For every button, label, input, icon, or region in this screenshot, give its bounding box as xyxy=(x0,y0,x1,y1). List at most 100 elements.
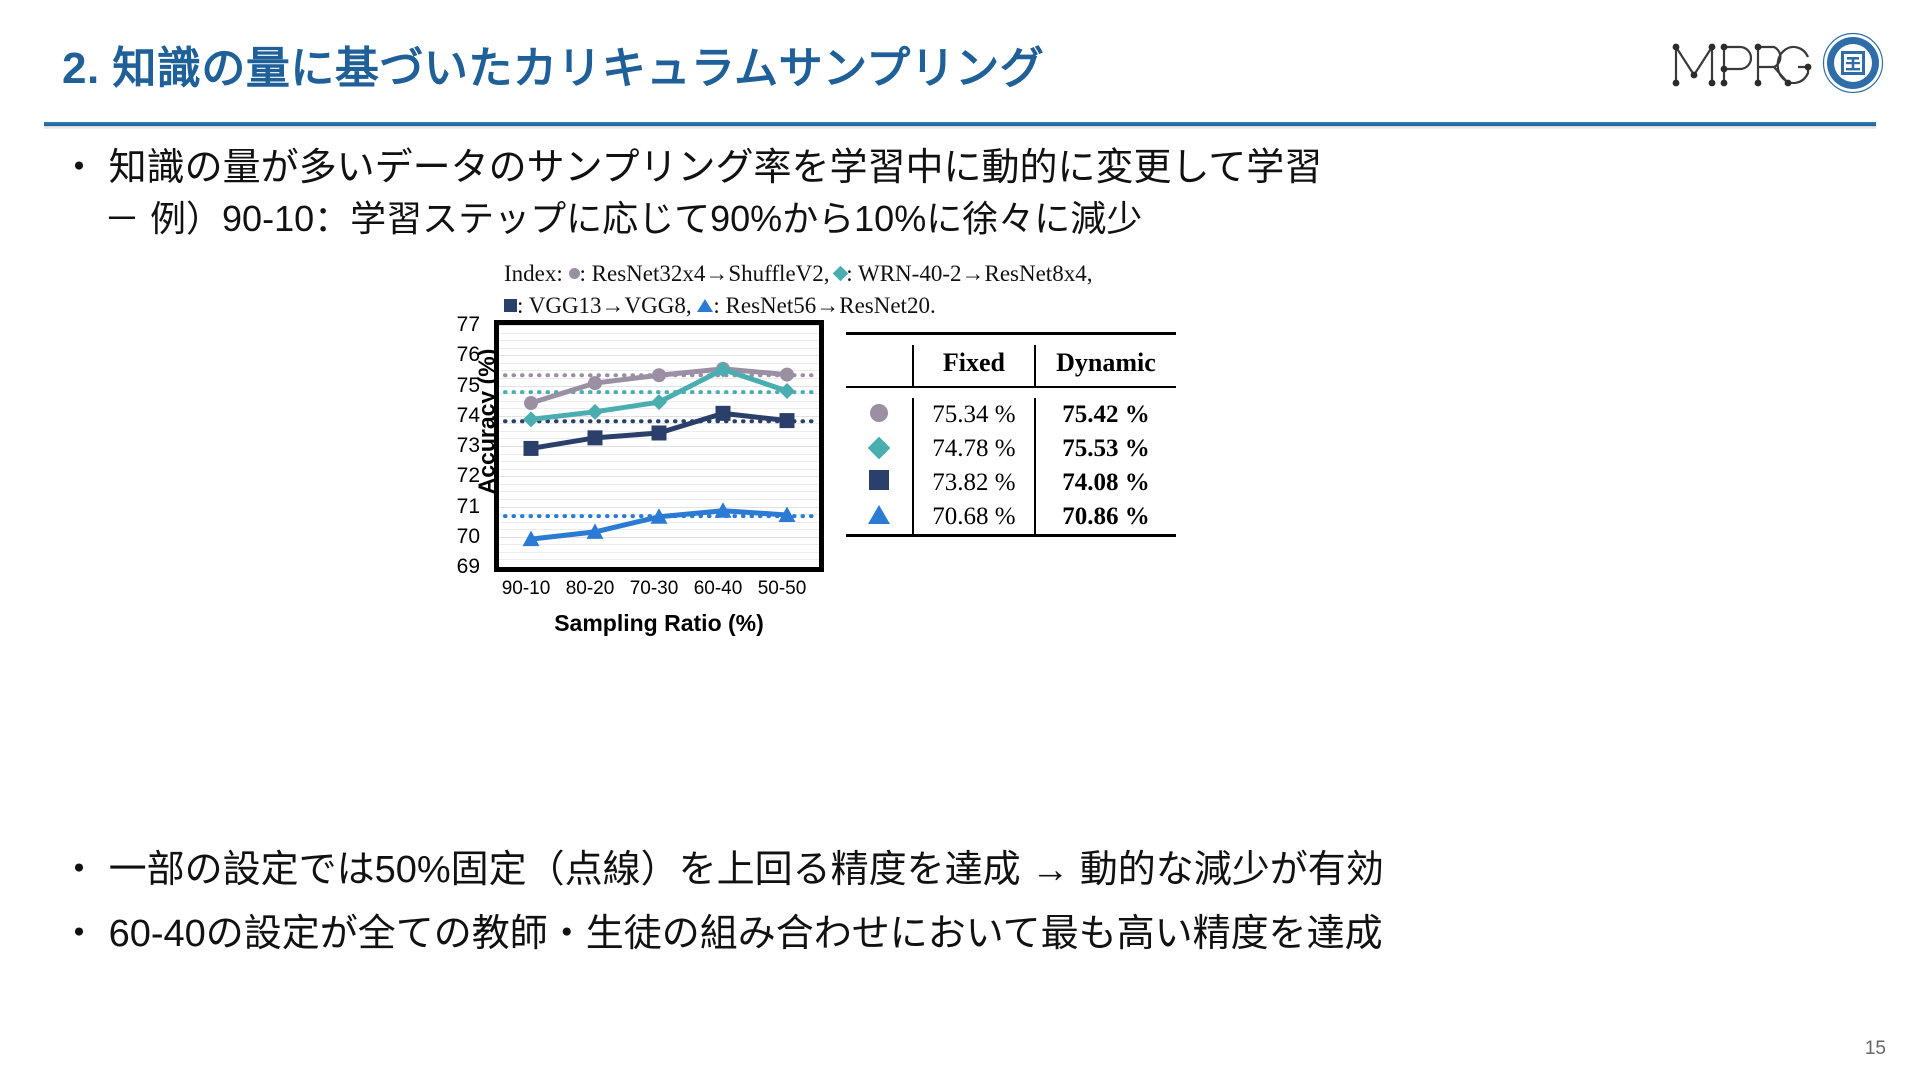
grid-line xyxy=(499,325,819,326)
stats-table-body: 75.34 % 75.42 % 74.78 % 75.53 % 73.82 % 74.08… xyxy=(846,398,1176,536)
data-point-marker xyxy=(715,405,731,421)
data-point-marker xyxy=(522,530,540,547)
data-point-marker xyxy=(650,508,668,524)
plot-area xyxy=(494,320,824,572)
chart-index-entry-4: : ResNet56→ResNet20. xyxy=(713,292,936,318)
title-underline-rule xyxy=(44,122,1876,129)
grid-line xyxy=(499,446,819,447)
y-tick-label: 76 xyxy=(456,343,480,367)
circle-marker-icon xyxy=(568,268,580,280)
table-header-fixed: Fixed xyxy=(912,345,1035,387)
line-chart: Accuracy (%) 69 70 71 72 73 74 75 76 77 90-10 80-… xyxy=(457,313,866,636)
grid-line xyxy=(499,491,819,493)
data-point-marker xyxy=(779,382,795,399)
data-point-marker xyxy=(780,367,794,382)
data-point-marker xyxy=(779,413,795,429)
chart-index-entry-3: : VGG13→VGG8, xyxy=(517,292,692,318)
y-tick-label: 72 xyxy=(456,464,480,488)
grid-line xyxy=(499,468,819,470)
triangle-marker-icon xyxy=(697,298,714,312)
x-tick-label: 50-50 xyxy=(757,578,807,599)
table-cell-fixed: 74.78 % xyxy=(912,432,1035,466)
grid-line xyxy=(499,347,819,349)
grid-line xyxy=(499,332,819,334)
table-cell-dynamic: 74.08 % xyxy=(1033,466,1176,500)
table-cell-dynamic: 75.42 % xyxy=(1033,398,1176,432)
y-tick-label: 70 xyxy=(456,524,480,548)
data-point-marker xyxy=(523,411,539,428)
grid-line xyxy=(499,340,819,342)
y-axis-ticks: 69 70 71 72 73 74 75 76 77 xyxy=(452,313,486,578)
bullet-item-2: － 例）90-10：学習ステップに応じて90%から10%に徐々に減少 xyxy=(104,190,1142,242)
data-point-marker xyxy=(778,506,796,522)
square-marker-icon xyxy=(869,470,889,490)
y-tick-label: 75 xyxy=(456,373,480,397)
table-row: 74.78 % 75.53 % xyxy=(846,432,1176,466)
triangle-marker-icon xyxy=(868,505,890,524)
grid-line xyxy=(499,476,819,478)
page-title: 2. 知識の量に基づいたカリキュラムサンプリング xyxy=(62,44,1045,93)
x-tick-label: 60-40 xyxy=(693,578,743,599)
x-axis-title: Sampling Ratio (%) xyxy=(554,610,764,636)
bullet-item-4: ・ 60-40の設定が全ての教師・生徒の組み合わせにおいて最も高い精度を達成 xyxy=(60,902,1383,957)
table-cell-fixed: 75.34 % xyxy=(912,398,1035,432)
data-point-marker xyxy=(652,368,666,383)
chart-index-entry-1: : ResNet32x4→ShuffleV2, xyxy=(579,261,830,286)
grid-line xyxy=(499,453,819,455)
data-point-marker xyxy=(524,396,538,411)
chart-index-entry-2: : WRN-40-2→ResNet8x4, xyxy=(846,261,1093,286)
figure-container: Index: : ResNet32x4→ShuffleV2, : WRN-40-… xyxy=(457,258,1486,648)
table-row: 70.68 % 70.86 % xyxy=(846,500,1176,536)
data-point-marker xyxy=(586,523,604,539)
data-point-marker xyxy=(523,440,539,456)
bullet-item-3: ・ 一部の設定では50%固定（点線）を上回る精度を達成 → 動的な減少が有効 xyxy=(60,838,1384,893)
bullet-text: 一部の設定では50%固定（点線）を上回る精度を達成 → 動的な減少が有効 xyxy=(108,849,1384,891)
bullet-marker: － xyxy=(104,198,141,239)
grid-line xyxy=(499,551,819,553)
brand-logo-area xyxy=(1670,30,1884,96)
chart-index-line-1: Index: : ResNet32x4→ShuffleV2, : WRN-40-… xyxy=(504,258,1224,290)
table-cell-dynamic: 70.86 % xyxy=(1033,500,1176,536)
x-axis-ticks: 90-10 80-20 70-30 60-40 50-50 xyxy=(494,578,824,606)
table-row: 75.34 % 75.42 % xyxy=(846,398,1176,432)
table-rule-bottom xyxy=(846,534,1176,547)
fixed-vs-dynamic-table: Fixed Dynamic 75.34 % 75.42 % 74.78 % 75.53… xyxy=(846,332,1176,547)
chart-index-label: Index: xyxy=(504,261,563,286)
circle-marker-icon xyxy=(870,404,888,422)
data-point-marker xyxy=(588,376,602,391)
table-cell-symbol xyxy=(846,432,913,466)
x-tick-label: 80-20 xyxy=(565,578,615,599)
x-tick-label: 90-10 xyxy=(501,578,551,599)
table-header-symbol xyxy=(846,345,913,387)
grid-line xyxy=(499,483,819,485)
table-cell-dynamic: 75.53 % xyxy=(1033,432,1176,466)
chart-index-legend: Index: : ResNet32x4→ShuffleV2, : WRN-40-… xyxy=(504,258,1224,321)
grid-line xyxy=(499,544,819,546)
grid-line xyxy=(499,567,819,568)
table-cell-fixed: 73.82 % xyxy=(912,466,1035,500)
data-point-marker xyxy=(651,394,667,411)
grid-line xyxy=(499,559,819,561)
table-header-row: Fixed Dynamic xyxy=(846,345,1176,387)
table-cell-symbol xyxy=(846,398,913,432)
grid-line xyxy=(499,536,819,538)
y-tick-label: 77 xyxy=(456,313,480,336)
stats-table-element: Fixed Dynamic 75.34 % 75.42 % 74.78 % 75.53… xyxy=(846,332,1176,547)
bullet-item-1: ・ 知識の量が多いデータのサンプリング率を学習中に動的に変更して学習 xyxy=(60,136,1322,191)
table-cell-symbol xyxy=(846,466,913,500)
y-tick-label: 73 xyxy=(456,434,480,457)
grid-line xyxy=(499,423,819,425)
y-tick-label: 71 xyxy=(456,494,480,518)
grid-line xyxy=(499,415,819,417)
table-row: 73.82 % 74.08 % xyxy=(846,466,1176,500)
grid-line xyxy=(499,355,819,357)
y-tick-label: 69 xyxy=(456,555,480,578)
bullet-text: 例）90-10：学習ステップに応じて90%から10%に徐々に減少 xyxy=(150,198,1143,239)
grid-line xyxy=(499,385,819,387)
y-tick-label: 74 xyxy=(456,403,480,427)
x-tick-label: 70-30 xyxy=(629,578,679,599)
table-header-dynamic: Dynamic xyxy=(1033,345,1176,387)
data-point-marker xyxy=(651,425,667,441)
diamond-marker-icon xyxy=(867,436,891,460)
bullet-text: 知識の量が多いデータのサンプリング率を学習中に動的に変更して学習 xyxy=(108,147,1323,189)
